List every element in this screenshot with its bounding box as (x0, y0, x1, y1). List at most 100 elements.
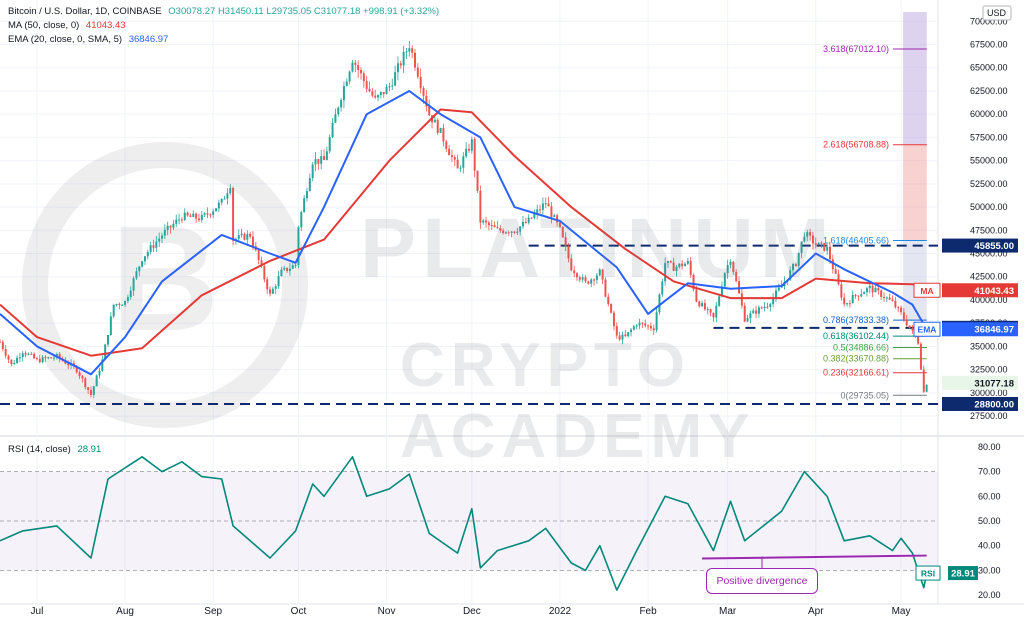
candle-body (607, 296, 610, 305)
candle-body (712, 312, 715, 318)
candle-body (763, 306, 766, 309)
candle-body (496, 227, 499, 229)
candle-body (516, 231, 519, 233)
candle-body (857, 295, 860, 297)
price-tick-label: 30000.00 (970, 388, 1008, 398)
candle-body (220, 199, 223, 203)
ema-line[interactable] (0, 90, 928, 376)
candle-body (729, 261, 732, 266)
price-badge (942, 322, 1018, 337)
candle-body (740, 293, 743, 306)
candle-body (379, 92, 382, 96)
candle-body (686, 260, 689, 264)
candle-body (868, 285, 871, 289)
candle-body (377, 95, 380, 98)
price-tick-label: 35000.00 (970, 341, 1008, 351)
candle-body (539, 209, 542, 211)
candle-body (141, 261, 144, 267)
price-tick-label: 57500.00 (970, 132, 1008, 142)
legend-ma[interactable]: MA (50, close, 0) 41043.43 (8, 20, 126, 32)
candle-body (354, 62, 357, 65)
candle-body (374, 95, 377, 98)
candle-body (709, 309, 712, 313)
candle-body (499, 228, 502, 231)
candle-body (98, 370, 101, 376)
candle-body (175, 219, 178, 224)
candle-body (169, 225, 172, 228)
candle-body (439, 127, 442, 133)
candle-body (806, 232, 809, 237)
candle-body (524, 221, 527, 223)
candle-body (172, 223, 175, 228)
rsi-tick-label: 20.00 (978, 590, 1001, 600)
candle-body (644, 323, 647, 326)
candle-body (197, 218, 200, 221)
candle-body (317, 159, 320, 164)
candle-body (703, 303, 706, 310)
candle-body (41, 357, 44, 363)
candle-body (92, 386, 95, 395)
candle-body (294, 264, 297, 266)
price-tick-label: 65000.00 (970, 63, 1008, 73)
candle-body (590, 279, 593, 284)
divergence-trendline[interactable] (702, 554, 927, 560)
rsi-badge-label: 28.91 (951, 569, 975, 580)
price-badge (942, 283, 1018, 298)
time-tick-label: Mar (719, 606, 737, 617)
rsi-line[interactable] (0, 455, 928, 591)
candle-body (243, 233, 246, 240)
candle-body (178, 219, 181, 221)
candle-body (621, 334, 624, 340)
candle-body (365, 81, 368, 89)
candle-body (723, 273, 726, 287)
candle-body (109, 316, 112, 336)
watermark-line1: PLATINUM (360, 201, 836, 295)
legend-rsi[interactable]: RSI (14, close) 28.91 (8, 444, 101, 456)
candle-body (581, 277, 584, 280)
legend-ema[interactable]: EMA (20, close, 0, SMA, 5) 36846.97 (8, 34, 168, 46)
candle-body (624, 334, 627, 337)
rsi-tick-label: 30.00 (978, 565, 1001, 575)
candle-body (428, 106, 431, 116)
candle-body (78, 372, 81, 377)
candle-body (655, 312, 658, 331)
price-badge-tag-label: MA (920, 286, 933, 296)
price-tick-label: 52500.00 (970, 179, 1008, 189)
candle-body (456, 159, 459, 169)
candle-body (894, 300, 897, 308)
candle-body (738, 281, 741, 294)
ma-line[interactable] (0, 108, 927, 357)
candle-body (649, 325, 652, 329)
candle-body (246, 233, 249, 240)
candle-body (877, 287, 880, 291)
candle-body (487, 222, 490, 226)
candle-body (678, 263, 681, 267)
candle-body (450, 155, 453, 157)
ema-value: 36846.97 (128, 34, 169, 45)
candle-body (81, 376, 84, 379)
candle-body (21, 353, 24, 358)
currency-box[interactable] (982, 5, 1012, 21)
candle-body (107, 335, 110, 345)
candle-body (163, 230, 166, 236)
candle-body (504, 232, 507, 234)
candle-body (10, 359, 13, 365)
candle-body (587, 281, 590, 284)
candle-body (288, 268, 291, 271)
candle-body (206, 213, 209, 215)
candle-body (277, 276, 280, 287)
candle-body (692, 274, 695, 290)
candle-body (632, 326, 635, 330)
candle-body (519, 226, 522, 232)
candle-body (359, 70, 362, 74)
candle-body (465, 148, 468, 157)
candle-body (192, 213, 195, 217)
candle-body (698, 301, 701, 307)
candle-body (405, 51, 408, 53)
price-tick-label: 40000.00 (970, 295, 1008, 305)
candle-body (701, 303, 704, 307)
candle-body (570, 258, 573, 271)
candle-body (30, 353, 33, 355)
